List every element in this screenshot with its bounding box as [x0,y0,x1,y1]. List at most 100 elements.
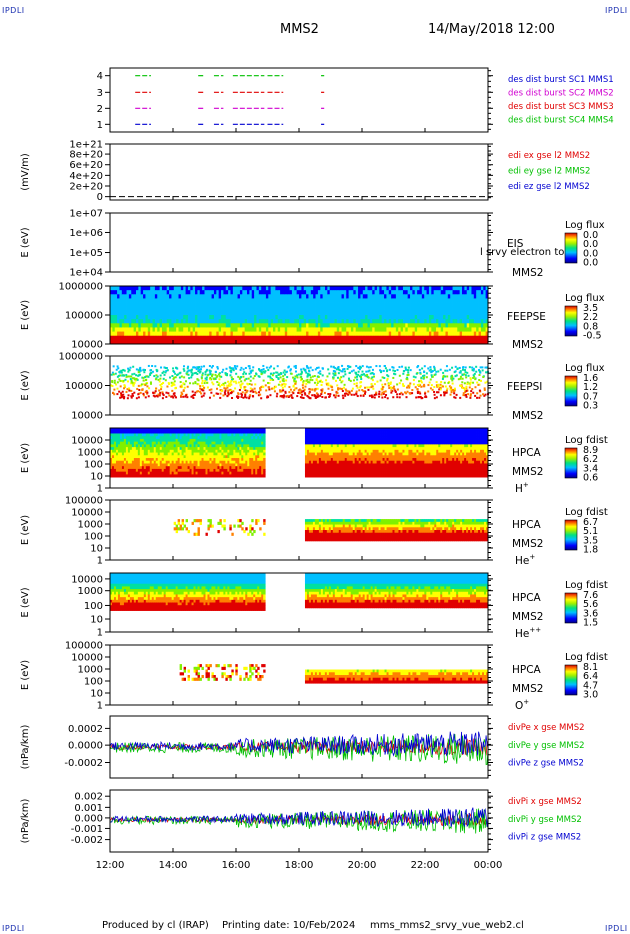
spectrogram-cell [221,371,224,374]
spectrogram-cell [256,339,260,345]
spectrogram-cell [228,302,231,308]
spectrogram-cell [128,315,132,320]
spectrogram-cell [149,381,152,384]
spectrogram-cell [296,319,300,324]
spectrogram-cell [289,290,293,295]
spectrogram-cell [145,306,149,312]
spectrogram-cell [233,365,236,368]
spectrogram-cell [111,381,114,384]
spectrogram-cell [143,474,147,478]
spectrogram-cell [480,335,484,341]
spectrogram-cell [172,367,175,370]
spectrogram-cell [110,302,113,308]
spectrogram-cell [139,441,143,445]
spectrogram-cell [323,391,326,394]
spectrogram-cell [324,302,328,308]
spectrogram-cell [157,428,161,432]
spectrogram-cell [137,449,141,453]
spectrogram-cell [381,319,385,324]
spectrogram-cell [289,319,293,324]
spectrogram-cell [414,298,418,303]
spectrogram-cell [374,335,378,341]
spectrogram-cell [197,455,200,459]
spectrogram-cell [480,339,484,345]
spectrogram-cell [258,323,262,328]
spectrogram-cell [265,327,269,332]
spectrogram-cell [177,436,181,440]
spectrogram-cell [216,315,220,320]
spectrogram-cell [152,290,156,295]
spectrogram-cell [469,298,472,303]
spectrogram-cell [244,290,248,295]
spectrogram-cell [350,298,354,303]
spectrogram-cell [446,375,449,378]
spectrogram-cell [228,286,231,291]
spectrogram-cell [310,331,314,337]
spectrogram-cell [431,339,435,345]
spectrogram-cell [343,298,347,303]
spectrogram-cell [485,302,489,308]
spectrogram-cell [485,371,488,374]
spectrogram-cell [334,335,338,341]
spectrogram-cell [341,310,345,316]
spectrogram-cell [145,463,149,467]
spectrogram-cell [346,367,349,370]
spectrogram-cell [175,449,179,453]
spectrogram-cell [239,384,242,387]
spectrogram-cell [195,310,198,316]
spectrogram-cell [112,302,116,308]
spectrogram-cell [201,474,204,478]
spectrogram-cell [140,302,144,308]
spectrogram-cell [211,460,214,464]
spectrogram-cell [213,428,216,432]
spectrogram-cell [239,315,243,320]
spectrogram-cell [237,339,241,345]
spectrogram-cell [469,396,472,399]
spectrogram-cell [332,294,335,299]
spectrogram-cell [130,379,133,382]
spectrogram-cell [219,452,222,456]
spectrogram-cell [166,306,170,312]
spectrogram-cell [431,298,435,303]
spectrogram-cell [229,468,232,473]
spectrogram-cell [165,471,169,475]
spectrogram-cell [169,323,172,328]
y-tick-label: 4 [97,71,103,82]
spectrogram-cell [231,452,234,456]
spectrogram-cell [483,290,487,295]
spectrogram-cell [472,374,475,377]
spectrogram-cell [203,382,206,385]
spectrogram-cell [211,298,215,303]
spectrogram-cell [374,393,377,396]
spectrogram-cell [471,388,474,391]
spectrogram-cell [261,335,264,341]
spectrogram-cell [438,388,441,391]
spectrogram-cell [269,376,272,379]
spectrogram-cell [131,436,135,440]
spectrogram-cell [433,393,436,396]
spectrogram-cell [465,393,468,396]
spectrogram-cell [169,430,173,434]
spectrogram-cell [121,327,125,332]
spectrogram-cell [191,466,194,470]
spectrogram-cell [360,302,364,308]
spectrogram-cell [145,430,149,434]
spectrogram-cell [261,323,264,328]
spectrogram-cell [211,310,215,316]
spectrogram-cell [268,382,271,385]
spectrogram-cell [219,428,222,432]
spectrogram-cell [332,290,335,295]
spectrogram-cell [175,458,179,462]
spectrogram-cell [372,290,375,295]
spectrogram-cell [433,390,436,393]
spectrogram-cell [267,396,270,399]
spectrogram-cell [225,306,229,312]
spectrogram-cell [465,385,468,388]
spectrogram-cell [189,428,192,432]
spectrogram-cell [426,302,430,308]
spectrogram-cell [117,302,120,308]
spectrogram-cell [237,335,241,341]
spectrogram-cell [317,298,321,303]
spectrogram-cell [423,365,426,368]
spectrogram-cell [157,331,161,337]
